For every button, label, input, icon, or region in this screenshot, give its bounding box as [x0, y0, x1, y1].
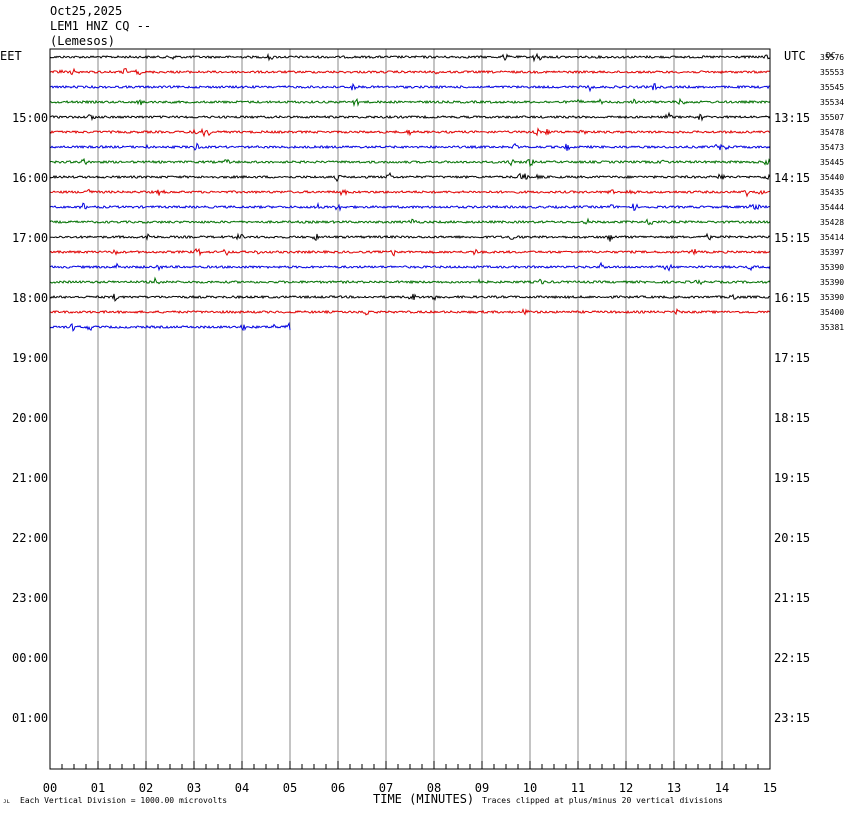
right-hour-label: 18:15 — [774, 411, 810, 425]
right-hour-label: 14:15 — [774, 171, 810, 185]
trace-dc-offset: 35534 — [820, 98, 844, 107]
seismic-trace — [49, 321, 291, 332]
x-tick-label: 11 — [571, 781, 585, 795]
trace-dc-offset: 35576 — [820, 53, 844, 62]
trace-dc-offset: 35507 — [820, 113, 844, 122]
x-tick-label: 14 — [715, 781, 729, 795]
right-hour-label: 22:15 — [774, 651, 810, 665]
right-hour-label: 15:15 — [774, 231, 810, 245]
x-tick-label: 09 — [475, 781, 489, 795]
vertical-division-note: Each Vertical Division = 1000.00 microvo… — [20, 796, 227, 805]
seismic-trace — [49, 293, 770, 302]
x-tick-label: 13 — [667, 781, 681, 795]
trace-dc-offset: 35390 — [820, 263, 844, 272]
left-hour-label: 19:00 — [12, 351, 48, 365]
x-tick-label: 05 — [283, 781, 297, 795]
seismic-traces — [49, 52, 771, 332]
seismic-trace — [49, 67, 771, 76]
x-tick-label: 04 — [235, 781, 249, 795]
x-axis-label: TIME (MINUTES) — [373, 792, 474, 806]
left-hour-label: 15:00 — [12, 111, 48, 125]
trace-dc-offset: 35473 — [820, 143, 844, 152]
plot-labels: 00 01 02 03 04 05 06 07 08 09 10 11 12 13 14 15 EET UTC DC… — [0, 49, 844, 806]
trace-dc-offset: 35390 — [820, 278, 844, 287]
dc-label: DC — [826, 51, 836, 60]
left-timezone-label: EET — [0, 49, 22, 63]
x-tick-label: 08 — [427, 781, 441, 795]
x-tick-label: 10 — [523, 781, 537, 795]
left-hour-label: 21:00 — [12, 471, 48, 485]
left-hour-label: 18:00 — [12, 291, 48, 305]
trace-dc-offset: 35478 — [820, 128, 844, 137]
seismic-trace — [49, 127, 771, 138]
right-timezone-label: UTC — [784, 49, 806, 63]
trace-dc-offset: 35444 — [820, 203, 844, 212]
right-hour-label: 16:15 — [774, 291, 810, 305]
x-tick-label: 06 — [331, 781, 345, 795]
trace-dc-offset: 35400 — [820, 308, 844, 317]
date-label: Oct25,2025 — [50, 4, 123, 18]
left-hour-label: 23:00 — [12, 591, 48, 605]
trace-dc-offset: 35545 — [820, 83, 844, 92]
left-hour-label: 22:00 — [12, 531, 48, 545]
right-hour-label: 19:15 — [774, 471, 810, 485]
left-hour-label: 01:00 — [12, 711, 48, 725]
seismic-trace — [49, 97, 771, 108]
x-tick-label: 00 — [43, 781, 57, 795]
trace-dc-offset: 35397 — [820, 248, 844, 257]
seismic-trace — [49, 307, 771, 316]
seismic-trace — [49, 157, 771, 168]
seismic-trace — [49, 82, 771, 93]
x-tick-label: 02 — [139, 781, 153, 795]
right-hour-label: 17:15 — [774, 351, 810, 365]
right-hour-label: 23:15 — [774, 711, 810, 725]
trace-dc-offset: 35440 — [820, 173, 844, 182]
trace-dc-offset: 35414 — [820, 233, 844, 242]
trace-dc-offset: 35553 — [820, 68, 844, 77]
seismic-trace — [49, 188, 771, 198]
seismic-trace — [49, 52, 771, 63]
trace-dc-offset: 35445 — [820, 158, 844, 167]
trace-dc-offset: 35428 — [820, 218, 844, 227]
right-hour-label: 20:15 — [774, 531, 810, 545]
plot-grid — [49, 49, 771, 769]
seismic-trace — [49, 142, 771, 151]
plot-frame — [49, 48, 771, 770]
seismic-trace — [49, 172, 771, 183]
seismic-trace — [49, 248, 771, 257]
left-hour-label: 20:00 — [12, 411, 48, 425]
seismic-trace — [49, 261, 771, 272]
x-tick-label: 12 — [619, 781, 633, 795]
seismic-trace — [49, 217, 771, 226]
right-hour-label: 21:15 — [774, 591, 810, 605]
x-tick-label: 07 — [379, 781, 393, 795]
x-tick-label: 01 — [91, 781, 105, 795]
trace-dc-offset: 35381 — [820, 323, 844, 332]
seismic-trace — [49, 111, 771, 122]
corner-mark: ᴊʟ — [3, 798, 10, 805]
right-hour-label: 13:15 — [774, 111, 810, 125]
left-hour-label: 00:00 — [12, 651, 48, 665]
clipping-note: Traces clipped at plus/minus 20 vertical… — [482, 796, 723, 805]
location-label: (Lemesos) — [50, 34, 116, 48]
plot-header: Oct25,2025 LEM1 HNZ CQ -- (Lemesos) — [50, 4, 151, 49]
station-label: LEM1 HNZ CQ -- — [50, 19, 152, 33]
seismic-trace — [49, 232, 771, 242]
left-hour-label: 16:00 — [12, 171, 48, 185]
seismic-trace — [49, 276, 771, 286]
x-tick-label: 15 — [763, 781, 777, 795]
trace-dc-offset: 35390 — [820, 293, 844, 302]
left-hour-label: 17:00 — [12, 231, 48, 245]
x-tick-label: 03 — [187, 781, 201, 795]
seismic-trace — [49, 201, 771, 212]
trace-dc-offset: 35435 — [820, 188, 844, 197]
